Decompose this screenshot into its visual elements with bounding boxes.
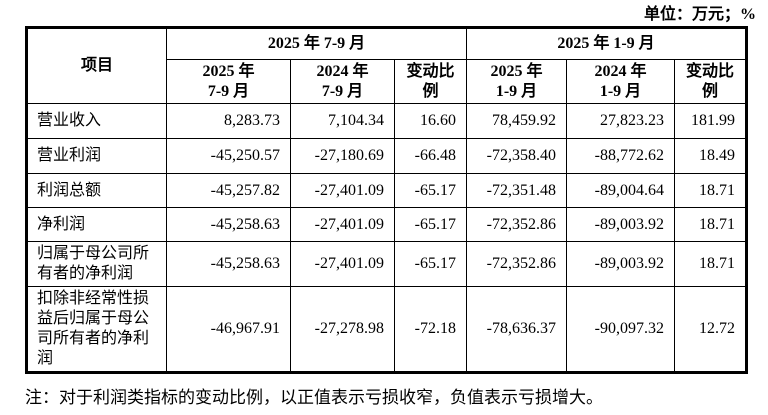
table-cell: 18.71 bbox=[673, 207, 748, 242]
group-header-ytd: 2025 年 1-9 月 bbox=[465, 27, 748, 60]
table-cell: -45,258.63 bbox=[166, 241, 291, 287]
row-label: 扣除非经常性损 益后归属于母公 司所有者的净利 润 bbox=[26, 286, 167, 373]
sub-header-change-q3: 变动比 例 bbox=[394, 59, 467, 104]
table-row-operating-profit: 营业利润 -45,250.57 -27,180.69 -66.48 -72,35… bbox=[26, 138, 748, 174]
table-cell: -90,097.32 bbox=[566, 286, 675, 373]
table-cell: 181.99 bbox=[673, 103, 748, 139]
row-label: 利润总额 bbox=[26, 173, 167, 208]
table-cell: 18.71 bbox=[673, 241, 748, 287]
table-cell: -72.18 bbox=[394, 286, 467, 373]
table-cell: -65.17 bbox=[394, 207, 467, 242]
table-cell: -27,278.98 bbox=[290, 286, 395, 373]
sub-header-2025-q3: 2025 年 7-9 月 bbox=[166, 59, 291, 104]
table-row-total-profit: 利润总额 -45,257.82 -27,401.09 -65.17 -72,35… bbox=[26, 173, 748, 208]
sub-header-2025-ytd: 2025 年 1-9 月 bbox=[466, 59, 567, 104]
table-cell: -27,401.09 bbox=[290, 241, 395, 287]
group-header-q3: 2025 年 7-9 月 bbox=[166, 27, 467, 60]
unit-label: 单位：万元；% bbox=[643, 6, 756, 23]
table-cell: -27,180.69 bbox=[290, 138, 395, 174]
row-label: 营业利润 bbox=[26, 138, 167, 174]
table-cell: 18.71 bbox=[673, 173, 748, 208]
table-cell: -65.17 bbox=[394, 241, 467, 287]
sub-header-2024-q3: 2024 年 7-9 月 bbox=[290, 59, 395, 104]
table-row-net-profit-deducted: 扣除非经常性损 益后归属于母公 司所有者的净利 润 -46,967.91 -27… bbox=[26, 286, 748, 373]
table-row-net-profit: 净利润 -45,258.63 -27,401.09 -65.17 -72,352… bbox=[26, 207, 748, 242]
table-cell: -27,401.09 bbox=[290, 173, 395, 208]
table-cell: -72,352.86 bbox=[466, 241, 567, 287]
table-cell: 16.60 bbox=[394, 103, 467, 139]
table-cell: -65.17 bbox=[394, 173, 467, 208]
table-cell: -78,636.37 bbox=[466, 286, 567, 373]
table-cell: -45,258.63 bbox=[166, 207, 291, 242]
table-cell: 18.49 bbox=[673, 138, 748, 174]
sub-header-change-ytd: 变动比 例 bbox=[673, 59, 748, 104]
table-cell: 12.72 bbox=[673, 286, 748, 373]
table-cell: 78,459.92 bbox=[466, 103, 567, 139]
sub-header-2024-ytd: 2024 年 1-9 月 bbox=[566, 59, 675, 104]
table-cell: -46,967.91 bbox=[166, 286, 291, 373]
table-cell: -89,003.92 bbox=[566, 241, 675, 287]
footnote: 注：对于利润类指标的变动比例，以正值表示亏损收窄，负值表示亏损增大。 bbox=[25, 388, 603, 407]
financial-table: 项目 2025 年 7-9 月 2025 年 1-9 月 2025 年 7-9 … bbox=[25, 26, 749, 374]
table-cell: -27,401.09 bbox=[290, 207, 395, 242]
table-header-group-row: 项目 2025 年 7-9 月 2025 年 1-9 月 bbox=[26, 27, 748, 104]
row-label: 净利润 bbox=[26, 207, 167, 242]
table-cell: -66.48 bbox=[394, 138, 467, 174]
table-cell: -89,003.92 bbox=[566, 207, 675, 242]
row-label: 营业收入 bbox=[26, 103, 167, 139]
table-cell: -89,004.64 bbox=[566, 173, 675, 208]
table-cell: 8,283.73 bbox=[166, 103, 291, 139]
table-cell: -45,257.82 bbox=[166, 173, 291, 208]
table-row-net-profit-parent: 归属于母公司所 有者的净利润 -45,258.63 -27,401.09 -65… bbox=[26, 241, 748, 287]
table-cell: -72,358.40 bbox=[466, 138, 567, 174]
table-cell: -45,250.57 bbox=[166, 138, 291, 174]
table-cell: 7,104.34 bbox=[290, 103, 395, 139]
table-cell: -88,772.62 bbox=[566, 138, 675, 174]
table-cell: 27,823.23 bbox=[566, 103, 675, 139]
table-cell: -72,351.48 bbox=[466, 173, 567, 208]
item-column-header: 项目 bbox=[26, 27, 167, 104]
row-label: 归属于母公司所 有者的净利润 bbox=[26, 241, 167, 287]
table-row-operating-revenue: 营业收入 8,283.73 7,104.34 16.60 78,459.92 2… bbox=[26, 103, 748, 139]
table-cell: -72,352.86 bbox=[466, 207, 567, 242]
